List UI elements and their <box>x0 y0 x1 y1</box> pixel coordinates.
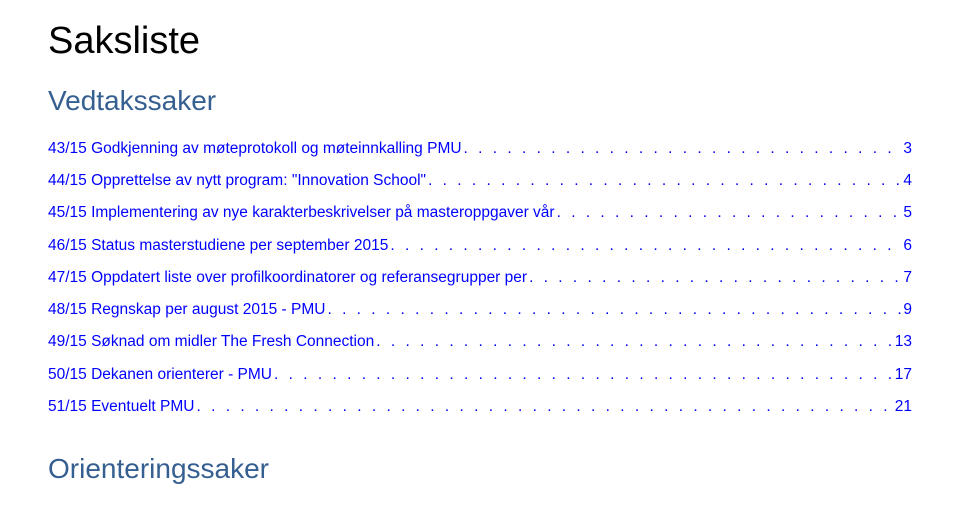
toc-item-label: 51/15 Eventuelt PMU <box>48 391 194 423</box>
toc-item[interactable]: 44/15 Opprettelse av nytt program: "Inno… <box>48 165 912 197</box>
toc-item-page: 21 <box>895 391 912 423</box>
toc-item[interactable]: 49/15 Søknad om midler The Fresh Connect… <box>48 326 912 358</box>
toc-item-page: 3 <box>903 133 912 165</box>
toc-item[interactable]: 45/15 Implementering av nye karakterbesk… <box>48 197 912 229</box>
toc-item-label: 43/15 Godkjenning av møteprotokoll og mø… <box>48 133 462 165</box>
toc-dots <box>194 391 894 423</box>
toc-item-label: 50/15 Dekanen orienterer - PMU <box>48 359 272 391</box>
page-title: Saksliste <box>48 20 912 63</box>
toc-item-page: 7 <box>903 262 912 294</box>
toc-dots <box>462 133 904 165</box>
toc-item-label: 44/15 Opprettelse av nytt program: "Inno… <box>48 165 426 197</box>
toc-item-page: 6 <box>903 230 912 262</box>
toc-dots <box>374 326 895 358</box>
toc-item-page: 13 <box>895 326 912 358</box>
toc-item[interactable]: 50/15 Dekanen orienterer - PMU 17 <box>48 359 912 391</box>
toc-item[interactable]: 47/15 Oppdatert liste over profilkoordin… <box>48 262 912 294</box>
toc-list: 43/15 Godkjenning av møteprotokoll og mø… <box>48 133 912 423</box>
toc-item-label: 46/15 Status masterstudiene per septembe… <box>48 230 388 262</box>
toc-dots <box>426 165 903 197</box>
toc-dots <box>527 262 903 294</box>
toc-item[interactable]: 43/15 Godkjenning av møteprotokoll og mø… <box>48 133 912 165</box>
toc-item-label: 47/15 Oppdatert liste over profilkoordin… <box>48 262 527 294</box>
toc-dots <box>388 230 903 262</box>
document-page: Saksliste Vedtakssaker 43/15 Godkjenning… <box>0 0 960 485</box>
toc-item-page: 17 <box>895 359 912 391</box>
toc-item-label: 48/15 Regnskap per august 2015 - PMU <box>48 294 325 326</box>
section-heading-orienteringssaker: Orienteringssaker <box>48 453 912 485</box>
section-heading-vedtakssaker: Vedtakssaker <box>48 85 912 117</box>
toc-item-page: 5 <box>903 197 912 229</box>
toc-item-label: 45/15 Implementering av nye karakterbesk… <box>48 197 555 229</box>
toc-item[interactable]: 51/15 Eventuelt PMU 21 <box>48 391 912 423</box>
toc-item-label: 49/15 Søknad om midler The Fresh Connect… <box>48 326 374 358</box>
toc-dots <box>555 197 904 229</box>
toc-item-page: 9 <box>903 294 912 326</box>
toc-item[interactable]: 48/15 Regnskap per august 2015 - PMU 9 <box>48 294 912 326</box>
toc-item-page: 4 <box>903 165 912 197</box>
toc-dots <box>272 359 895 391</box>
toc-item[interactable]: 46/15 Status masterstudiene per septembe… <box>48 230 912 262</box>
toc-dots <box>325 294 903 326</box>
